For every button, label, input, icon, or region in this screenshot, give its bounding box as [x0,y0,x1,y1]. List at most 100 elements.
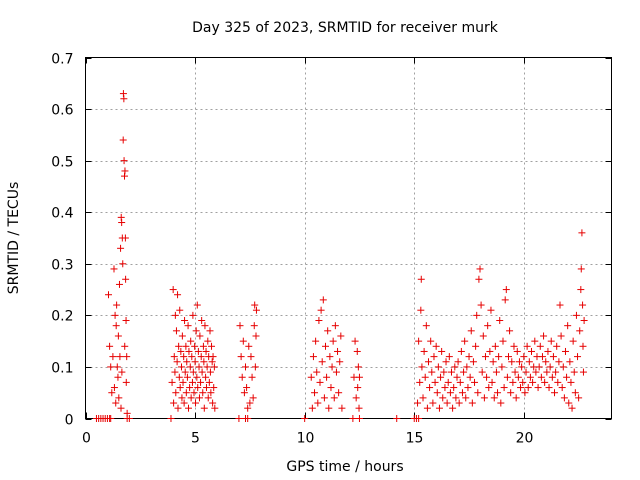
data-point [170,353,178,361]
data-point [443,399,451,407]
data-point [429,399,437,407]
data-point [485,384,493,392]
data-point [173,358,181,366]
data-point [467,327,475,335]
data-point [456,378,464,386]
x-tick-label: 20 [516,431,534,447]
data-point [111,311,119,319]
y-tick-label: 0.3 [51,258,73,274]
data-point [552,368,560,376]
data-point [572,311,580,319]
data-point [118,368,126,376]
data-point [171,311,179,319]
data-point [538,353,546,361]
x-tick-label: 5 [191,431,200,447]
data-point [318,358,326,366]
data-point [181,317,189,325]
data-point [576,327,584,335]
plot-frame [85,57,612,419]
data-point [547,337,555,345]
data-point [201,322,209,330]
data-point [450,384,458,392]
data-point [121,167,129,175]
data-point [117,404,125,412]
data-point [480,394,488,402]
data-point [566,358,574,366]
data-point [180,399,188,407]
data-point [432,342,440,350]
data-point [174,291,182,299]
data-point [495,353,503,361]
data-point [414,399,422,407]
data-point [448,368,456,376]
x-tick-label: 15 [406,431,424,447]
data-point [252,306,260,314]
data-point [209,399,217,407]
data-point [518,363,526,371]
data-point [449,404,457,412]
data-point [504,353,512,361]
data-point [121,342,129,350]
data-point [445,353,453,361]
data-point [240,389,248,397]
data-point [575,394,583,402]
data-point [542,358,550,366]
data-point [189,311,197,319]
data-point [209,353,217,361]
data-point [208,358,216,366]
data-point [520,353,528,361]
data-point [200,358,208,366]
data-point [204,337,212,345]
data-point [177,363,185,371]
data-point [235,415,243,422]
data-point [109,353,117,361]
data-point [199,389,207,397]
data-point [120,157,128,165]
data-point [548,373,556,381]
data-point [519,378,527,386]
data-point [332,368,340,376]
data-point [313,368,321,376]
data-point [251,301,259,309]
data-point [393,415,401,422]
x-axis-label: GPS time / hours [286,459,403,475]
y-tick-label: 0.5 [51,155,73,171]
x-tick-label: 0 [82,431,91,447]
data-point [338,404,346,412]
data-point [249,394,257,402]
data-point [198,368,206,376]
data-point [438,347,446,355]
data-point [251,363,259,371]
data-point [181,368,189,376]
data-point [570,368,578,376]
data-point [351,337,359,345]
data-point [523,342,531,350]
data-point [553,342,561,350]
data-point [210,363,218,371]
data-point [195,363,203,371]
data-point [473,311,481,319]
data-point [110,384,118,392]
data-point [307,373,315,381]
data-point [415,337,423,345]
chart-title: Day 325 of 2023, SRMTID for receiver mur… [192,20,499,36]
data-point [465,353,473,361]
data-point [512,394,520,402]
data-point [577,286,585,294]
data-point [198,317,206,325]
data-point [565,399,573,407]
y-tick-label: 0.4 [51,206,73,222]
data-point [439,394,447,402]
data-point [492,368,500,376]
data-point [112,322,120,330]
data-point [311,389,319,397]
data-point [532,368,540,376]
data-point [509,378,517,386]
data-point [427,337,435,345]
y-tick-label: 0.1 [51,361,73,377]
data-point [556,301,564,309]
data-point [422,322,430,330]
data-point [418,363,426,371]
data-point [458,389,466,397]
